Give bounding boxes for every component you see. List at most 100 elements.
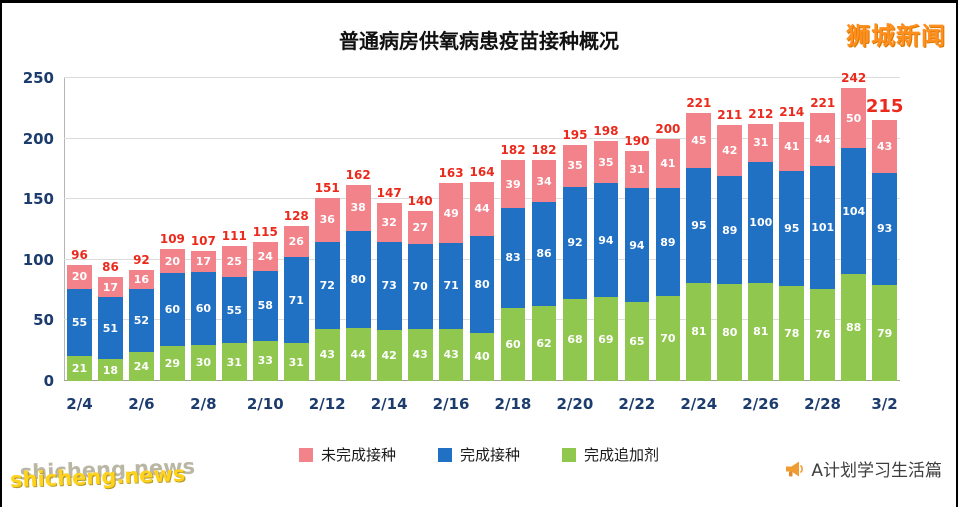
bar-stack: 41 89 70 — [655, 138, 681, 381]
bar-segment: 42 — [717, 125, 743, 177]
bar-2/9: 25 55 31 111 — [219, 78, 250, 381]
y-tick-label: 50 — [33, 311, 54, 330]
bar-segment: 31 — [221, 343, 247, 381]
bar-2/10: 24 58 33 115 — [250, 78, 281, 381]
bar-2/26: 31 100 81 212 — [745, 78, 776, 381]
x-tick-label: 2/4 — [66, 395, 93, 413]
bar-stack: 42 89 80 — [717, 125, 743, 381]
chart-title: 普通病房供氧病患疫苗接种概况 — [339, 29, 619, 53]
legend-item: 未完成接种 — [298, 444, 396, 465]
bar-segment: 36 — [314, 198, 340, 242]
x-tick-label: 2/20 — [556, 395, 594, 413]
bar-segment: 79 — [872, 285, 898, 381]
bar-2/7: 20 60 29 109 — [157, 78, 188, 381]
y-tick-label: 100 — [22, 250, 54, 269]
bar-total-label: 200 — [655, 121, 681, 136]
bar-segment: 31 — [624, 150, 650, 189]
bar-stack: 35 92 68 — [562, 144, 588, 381]
bar-2/16: 49 71 43 163 — [436, 78, 467, 381]
bar-stack: 27 70 43 — [407, 211, 433, 381]
bar-segment: 33 — [252, 340, 278, 381]
bar-stack: 32 73 42 — [376, 202, 402, 381]
bar-segment: 76 — [810, 288, 836, 381]
bar-segment: 71 — [438, 242, 464, 329]
x-tick-label: 2/6 — [128, 395, 155, 413]
bar-segment: 43 — [872, 120, 898, 173]
bar-2/21: 35 94 69 198 — [590, 78, 621, 381]
y-tick-label: 150 — [22, 190, 54, 209]
bar-segment: 104 — [841, 148, 867, 275]
bar-stack: 44 80 40 — [469, 182, 495, 381]
bar-total-label: 164 — [469, 165, 495, 180]
x-tick-label: 2/10 — [246, 395, 284, 413]
bar-2/11: 26 71 31 128 — [281, 78, 312, 381]
bar-segment: 60 — [190, 271, 216, 345]
megaphone-icon — [786, 461, 804, 476]
bar-segment: 25 — [221, 246, 247, 277]
bar-segment: 83 — [500, 207, 526, 309]
bar-stack: 50 104 88 — [841, 87, 867, 381]
bar-segment: 34 — [531, 160, 557, 202]
bar-stack: 49 71 43 — [438, 183, 464, 381]
bar-total-label: 147 — [376, 185, 402, 200]
bar-2/25: 42 89 80 211 — [714, 78, 745, 381]
bar-total-label: 128 — [283, 208, 309, 223]
y-tick-label: 0 — [43, 372, 54, 390]
bar-2/8: 17 60 30 107 — [188, 78, 219, 381]
bar-segment: 43 — [407, 328, 433, 381]
legend-swatch — [298, 447, 313, 462]
x-tick-label: 3/2 — [871, 395, 898, 413]
y-tick-label: 250 — [22, 69, 54, 87]
bar-2/24: 45 95 81 221 — [683, 78, 714, 381]
bar-total-label: 111 — [221, 229, 247, 244]
bar-segment: 72 — [314, 241, 340, 329]
footer-credit: A计划学习生活篇 — [785, 456, 942, 481]
bar-segment: 40 — [469, 332, 495, 381]
bar-segment: 43 — [314, 328, 340, 381]
bar-segment: 30 — [190, 344, 216, 381]
bar-stack: 26 71 31 — [283, 225, 309, 381]
bar-total-label: 182 — [500, 143, 526, 158]
bar-segment: 39 — [500, 160, 526, 208]
bars-container: 20 55 21 96 17 51 18 86 16 52 24 92 20 60 29 109 17 60 30 1… — [64, 71, 903, 382]
x-tick-label: 2/26 — [742, 395, 780, 413]
bar-2/15: 27 70 43 140 — [405, 78, 436, 381]
bar-stack: 31 94 65 — [624, 150, 650, 381]
bar-segment: 26 — [283, 225, 309, 258]
bar-segment: 58 — [252, 270, 278, 341]
bar-segment: 44 — [810, 113, 836, 167]
bar-total-label: 190 — [624, 133, 650, 148]
legend-swatch — [437, 447, 452, 462]
bar-stack: 34 86 62 — [531, 160, 557, 381]
bar-segment: 80 — [345, 230, 371, 328]
bar-total-label: 162 — [345, 167, 371, 182]
bar-segment: 43 — [438, 328, 464, 381]
bar-segment: 29 — [160, 345, 185, 381]
bar-total-label: 151 — [314, 181, 340, 195]
y-axis-line — [64, 78, 65, 381]
bar-segment: 89 — [655, 188, 681, 297]
bar-segment: 95 — [779, 171, 805, 287]
bar-2/4: 20 55 21 96 — [64, 78, 95, 381]
bar-stack: 39 83 60 — [500, 160, 526, 381]
x-tick-label: 2/8 — [190, 395, 217, 413]
bar-segment: 101 — [810, 166, 836, 289]
footer-account-label: A计划学习生活篇 — [811, 461, 942, 481]
bar-segment: 24 — [252, 241, 278, 271]
watermark-text: shicheng.news — [9, 461, 186, 493]
bar-segment: 41 — [655, 138, 681, 189]
bar-segment: 100 — [748, 161, 774, 283]
x-tick-label: 2/14 — [370, 395, 408, 413]
bar-total-label: 109 — [159, 231, 185, 246]
bar-2/13: 38 80 44 162 — [343, 78, 374, 381]
x-tick-label: 2/28 — [804, 395, 841, 413]
bar-segment: 70 — [655, 296, 681, 381]
bar-2/28: 44 101 76 221 — [807, 78, 838, 381]
legend-item: 完成接种 — [437, 444, 520, 465]
bar-stack: 38 80 44 — [345, 184, 371, 381]
bar-segment: 24 — [129, 351, 154, 381]
bar-segment: 31 — [283, 343, 309, 381]
bar-stack: 16 52 24 — [129, 269, 154, 382]
bar-3/1: 50 104 88 242 — [838, 71, 869, 381]
gridline — [64, 77, 900, 78]
